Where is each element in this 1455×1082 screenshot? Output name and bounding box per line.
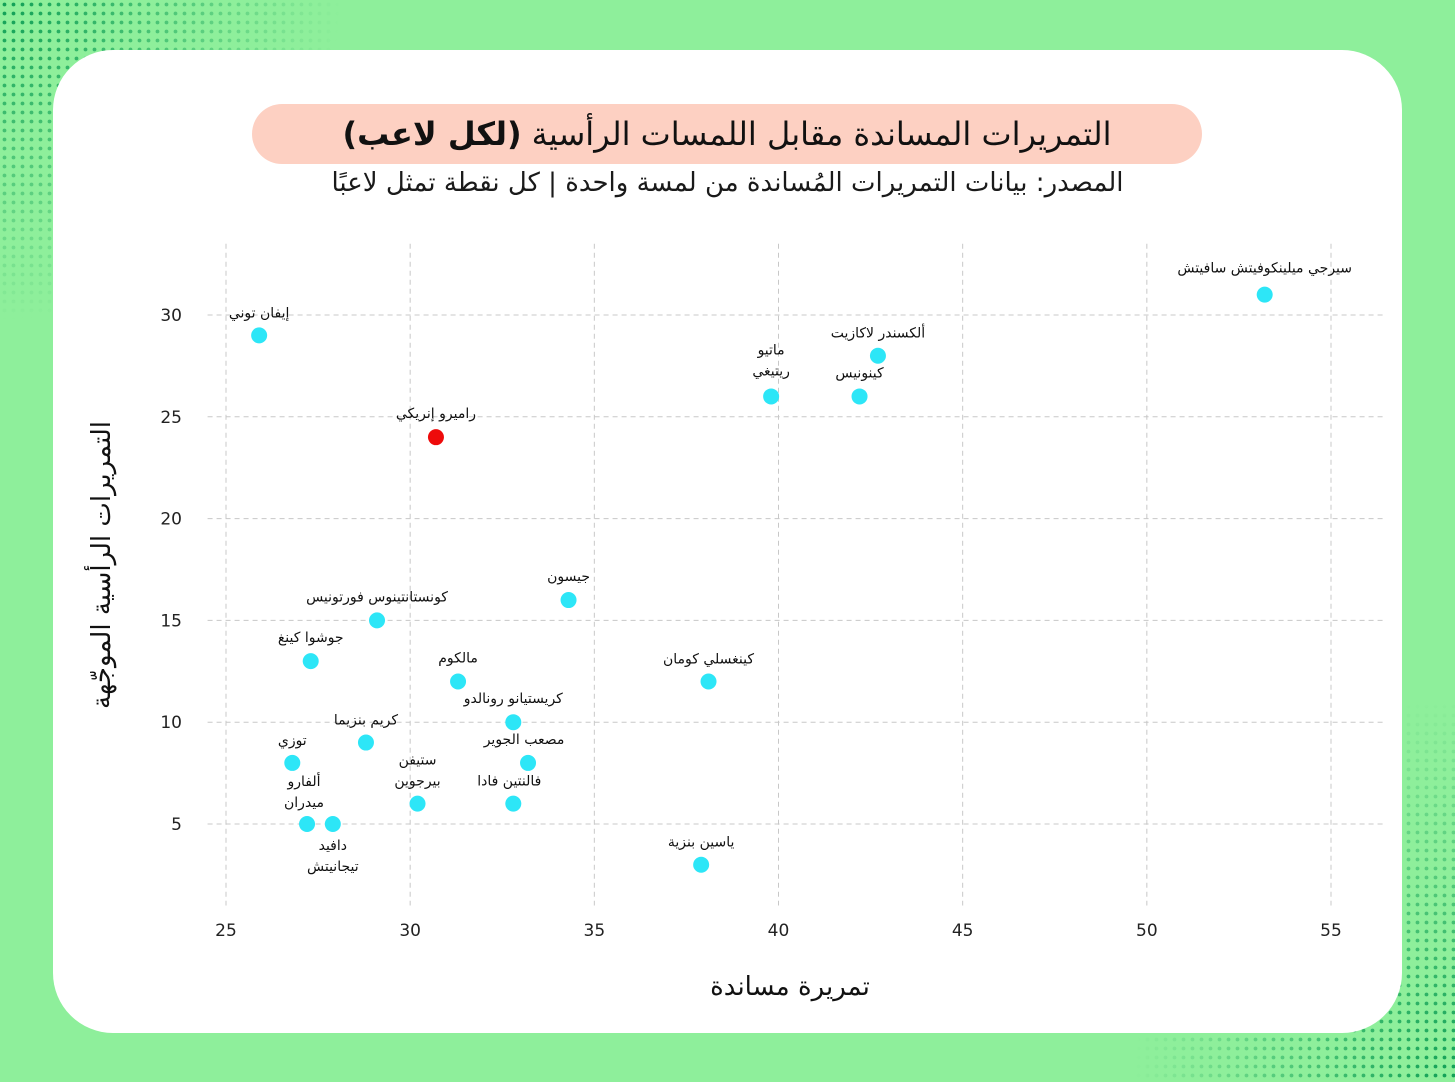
chart-card [53,50,1402,1033]
x-tick-label: 30 [399,921,421,941]
point-label: كريم بنزيما [334,713,398,729]
data-point [284,754,301,771]
point-label: فالنتين فادا [477,774,541,790]
point-label: كريستيانو رونالدو [463,691,563,707]
x-tick-label: 25 [215,921,237,941]
data-point [409,795,426,812]
x-tick-label: 40 [768,921,790,941]
y-tick-label: 5 [171,815,182,835]
point-label: جوشوا كينغ [278,630,344,646]
point-label: ماتيو ريتيغي [752,342,790,379]
point-label: كينونيس [835,365,884,381]
data-point [505,795,522,812]
point-label: توزي [278,733,307,749]
y-tick-label: 30 [160,306,182,326]
data-point [299,816,316,832]
point-label: كونستانتينوس فورتونيس [306,589,448,605]
y-tick-label: 10 [160,713,182,733]
chart-title-main: التمريرات المساندة مقابل اللمسات الرأسية [531,115,1112,153]
data-point [693,856,710,873]
x-tick-label: 45 [952,921,974,941]
data-point [302,653,319,670]
chart-subtitle: المصدر: بيانات التمريرات المُساندة من لم… [331,168,1124,198]
point-label: ستيفن بيرجوين [394,753,440,790]
data-points [251,286,1273,873]
point-label: مالكوم [438,650,478,666]
point-label: ألكسندر لاكازيت [831,324,926,342]
x-tick-label: 35 [584,921,606,941]
data-point [324,816,341,832]
data-point [369,612,386,629]
data-point [869,347,886,364]
y-tick-label: 15 [160,611,182,631]
y-tick-label: 20 [160,510,182,530]
data-point [251,327,268,344]
point-label: سيرجي ميلينكوفيتش سافيتش [1177,261,1352,277]
data-point [560,592,577,609]
data-point [450,673,467,690]
point-label: ياسين بنزية [668,835,735,851]
y-axis-label: التمريرات الرأسية الموجّهة [87,420,117,710]
data-point [505,714,522,731]
point-label: ألفارو ميدران [284,772,324,811]
point-label: دافيد تيجانيتش [307,838,359,875]
x-tick-label: 55 [1320,921,1342,941]
data-point [851,388,868,405]
chart-title-per-player: (لكل لاعب) [342,115,522,153]
point-label: إيفان توني [229,305,290,321]
x-tick-label: 50 [1136,921,1158,941]
data-point [1256,286,1273,303]
point-label: جيسون [547,569,590,585]
y-tick-label: 25 [160,408,182,428]
point-label: مصعب الجوير [483,732,565,748]
data-point [700,673,717,690]
grid [207,243,1387,906]
data-point [520,754,537,771]
point-labels: سيرجي ميلينكوفيتش سافيتش إيفان توني ألكسند… [229,261,1352,875]
point-label: كينغسلي كومان [663,651,754,667]
data-point [357,734,374,751]
data-point [763,388,780,405]
point-label: راميرو إنريكي [396,406,476,422]
highlighted-data-point [427,429,444,446]
x-axis-label: تمريرة مساندة [710,972,870,1002]
chart-title: التمريرات المساندة مقابل اللمسات الرأسية… [252,104,1202,164]
